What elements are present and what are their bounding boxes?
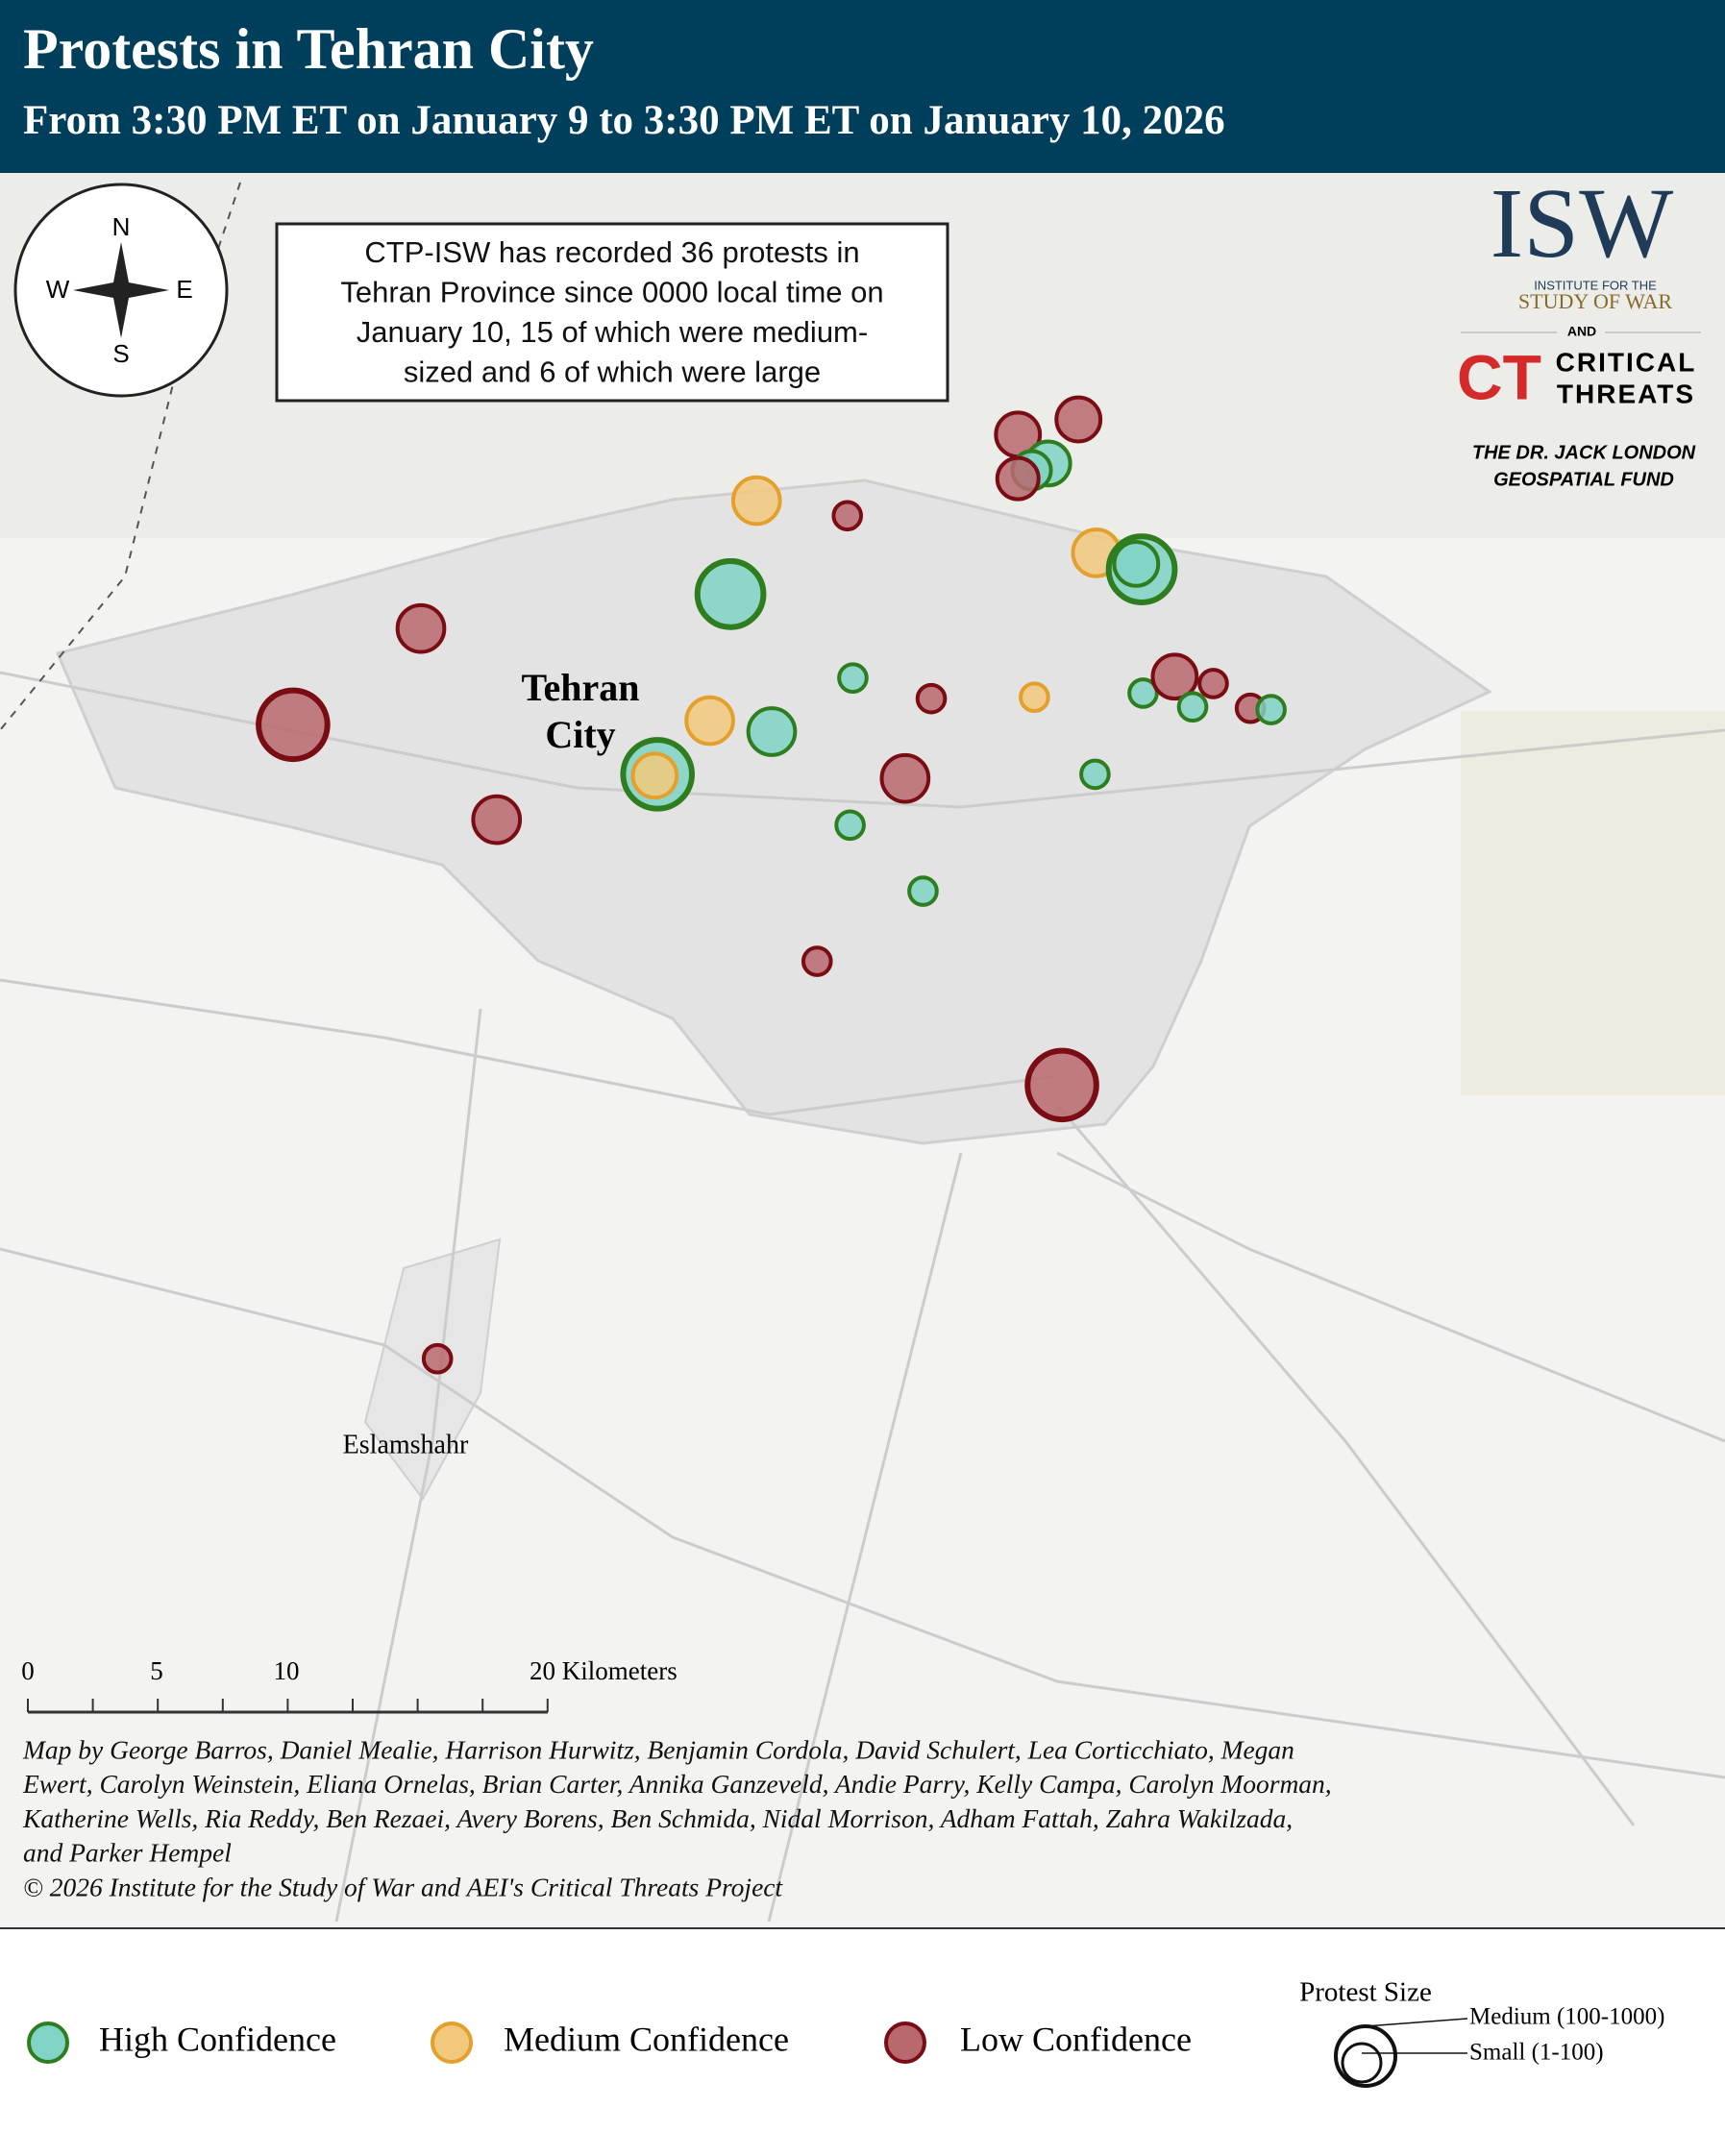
protest-marker: [746, 706, 798, 757]
protest-marker: [1197, 668, 1229, 699]
credit-line: Ewert, Carolyn Weinstein, Eliana Ornelas…: [22, 1769, 1332, 1799]
compass-e: E: [176, 275, 192, 304]
protest-marker: [879, 752, 931, 804]
scale-label: 10: [274, 1656, 300, 1685]
info-text: January 10, 15 of which were medium-: [357, 315, 868, 349]
protest-marker: [1112, 539, 1161, 588]
size-medium-label: Medium (100-1000): [1469, 2004, 1664, 2030]
compass-s: S: [112, 339, 129, 368]
compass-w: W: [46, 275, 70, 304]
leader: [1365, 2018, 1468, 2027]
protest-marker: [834, 809, 866, 842]
size-small: [1341, 2042, 1383, 2084]
protest-marker: [1054, 395, 1103, 444]
protests: [256, 395, 1287, 1375]
legend-label: High Confidence: [99, 2020, 336, 2058]
protest-marker: [1079, 758, 1111, 791]
isw-sub: STUDY OF WAR: [1518, 289, 1672, 313]
isw-sub: INSTITUTE FOR THE: [1534, 278, 1657, 292]
isw-logo: ISW: [1491, 168, 1674, 279]
legend-swatch: [884, 2021, 926, 2064]
ct-name: THREATS: [1557, 379, 1695, 408]
legend-area: [0, 1927, 1725, 2156]
scale-label: 20 Kilometers: [530, 1656, 678, 1685]
info-text: CTP-ISW has recorded 36 protests in: [364, 235, 859, 269]
protest-marker: [801, 945, 833, 977]
protest-marker: [395, 602, 447, 654]
title: Protests in Tehran City: [23, 17, 594, 81]
legend-label: Low Confidence: [960, 2020, 1192, 2058]
protest-marker: [995, 455, 1041, 502]
legend-swatch: [27, 2021, 69, 2064]
size-title: Protest Size: [1299, 1977, 1432, 2008]
protest-marker: [831, 500, 864, 532]
protest-marker: [1019, 681, 1050, 714]
protest-marker: [1150, 652, 1199, 701]
subtitle: From 3:30 PM ET on January 9 to 3:30 PM …: [23, 98, 1225, 143]
town-label: Eslamshahr: [343, 1430, 469, 1459]
legend-swatch: [431, 2021, 473, 2064]
header-band: [0, 0, 1725, 173]
legend-label: Medium Confidence: [504, 2020, 789, 2058]
protest-marker: [421, 1342, 454, 1375]
protest-marker: [730, 475, 782, 527]
fund-text: THE DR. JACK LONDON: [1472, 442, 1696, 463]
protest-marker: [1176, 691, 1209, 723]
info-box: [275, 222, 949, 403]
protest-marker: [1255, 694, 1287, 725]
protest-marker: [1024, 1047, 1099, 1123]
terrain: [1461, 711, 1725, 1095]
city-label: Tehran: [521, 666, 639, 709]
protest-marker: [630, 751, 679, 800]
ct-name: CRITICAL: [1556, 347, 1697, 377]
fund-text: GEOSPATIAL FUND: [1493, 469, 1674, 490]
credit-line: Map by George Barros, Daniel Mealie, Har…: [22, 1734, 1294, 1764]
protest-marker: [837, 662, 869, 694]
credit-line: Katherine Wells, Ria Reddy, Ben Rezaei, …: [22, 1803, 1293, 1833]
credit-line: © 2026 Institute for the Study of War an…: [23, 1873, 783, 1902]
protest-marker: [684, 695, 735, 747]
size-small-label: Small (1-100): [1469, 2040, 1604, 2066]
protest-marker: [471, 794, 523, 845]
info-text: sized and 6 of which were large: [404, 355, 821, 389]
compass-n: N: [112, 212, 131, 241]
protest-marker: [694, 558, 767, 630]
info-text: Tehran Province since 0000 local time on: [340, 276, 883, 309]
scale-label: 5: [150, 1656, 163, 1685]
city-label: City: [545, 713, 615, 756]
scale-label: 0: [21, 1656, 35, 1685]
protest-marker: [256, 687, 331, 763]
protest-marker: [1127, 677, 1159, 709]
protest-marker: [915, 682, 948, 715]
ct-logo: CT: [1457, 341, 1541, 412]
credit-line: and Parker Hempel: [23, 1838, 232, 1868]
compass-star: [73, 242, 169, 338]
protest-marker: [907, 875, 939, 907]
and-text: AND: [1567, 324, 1596, 339]
